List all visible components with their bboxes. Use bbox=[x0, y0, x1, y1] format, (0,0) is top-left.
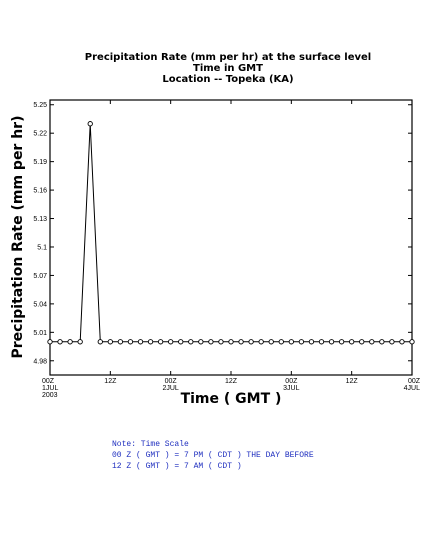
plot-frame bbox=[49, 99, 413, 376]
chart-title-line-2: Time in GMT bbox=[193, 63, 263, 74]
data-point bbox=[308, 339, 315, 345]
x-tick-label: 12Z bbox=[225, 378, 238, 385]
data-point bbox=[298, 339, 305, 345]
data-point bbox=[208, 339, 214, 345]
y-tick-label: 5.04 bbox=[33, 301, 47, 308]
x-tick-label: 4JUL bbox=[404, 385, 420, 392]
x-axis-label: Time ( GMT ) bbox=[181, 391, 282, 407]
y-tick-label: 5.25 bbox=[33, 102, 47, 109]
x-tick-label: 12Z bbox=[346, 378, 359, 385]
y-tick-label: 5.07 bbox=[33, 273, 47, 280]
data-point bbox=[248, 339, 254, 345]
data-point bbox=[409, 339, 415, 345]
y-tick-label: 5.22 bbox=[33, 131, 47, 138]
note-line-2: 00 Z ( GMT ) = 7 PM ( CDT ) THE DAY BEFO… bbox=[112, 451, 314, 460]
data-point bbox=[389, 339, 395, 345]
data-point bbox=[328, 339, 335, 345]
note-line-3: 12 Z ( GMT ) = 7 AM ( CDT ) bbox=[112, 462, 242, 471]
x-tick-label: 00Z bbox=[285, 378, 298, 385]
series-polyline bbox=[50, 123, 412, 343]
data-point bbox=[218, 339, 224, 345]
y-axis: 4.98 5.01 5.04 5.07 5.1 5.13 5.16 5.19 5.22 5.25 bbox=[33, 102, 412, 365]
x-tick-label: 00Z bbox=[42, 378, 55, 385]
data-point bbox=[87, 121, 93, 127]
data-point bbox=[399, 339, 405, 345]
data-point bbox=[188, 339, 194, 345]
chart-title-line-1: Precipitation Rate (mm per hr) at the su… bbox=[85, 52, 371, 63]
data-point bbox=[157, 339, 164, 345]
data-point bbox=[117, 339, 124, 345]
y-tick-label: 4.98 bbox=[33, 358, 47, 365]
data-point bbox=[258, 339, 264, 345]
data-point bbox=[349, 339, 355, 345]
data-point bbox=[228, 339, 234, 345]
data-point bbox=[318, 339, 325, 345]
y-tick-label: 5.19 bbox=[33, 159, 47, 166]
x-tick-label: 00Z bbox=[408, 378, 421, 385]
y-tick-label: 5.1 bbox=[37, 244, 47, 251]
data-point bbox=[359, 339, 365, 345]
data-point bbox=[47, 339, 53, 345]
x-tick-label: 12Z bbox=[104, 378, 117, 385]
x-tick-label: 2JUL bbox=[162, 385, 178, 392]
data-point bbox=[268, 339, 274, 345]
y-tick-label: 5.13 bbox=[33, 216, 47, 223]
data-point bbox=[168, 339, 174, 345]
note-line-1: Note: Time Scale bbox=[112, 440, 189, 449]
data-point bbox=[77, 339, 83, 345]
chart-title-line-3: Location -- Topeka (KA) bbox=[162, 74, 293, 85]
data-point bbox=[57, 339, 63, 345]
data-point bbox=[178, 339, 184, 345]
x-tick-label: 00Z bbox=[165, 378, 178, 385]
y-tick-label: 5.16 bbox=[33, 188, 47, 195]
y-tick-label: 5.01 bbox=[33, 330, 47, 337]
data-point bbox=[379, 339, 385, 345]
data-point bbox=[137, 339, 144, 345]
data-point bbox=[147, 339, 154, 345]
x-tick-label: 1JUL bbox=[42, 385, 58, 392]
data-point bbox=[288, 339, 294, 345]
data-point bbox=[369, 339, 375, 345]
data-point bbox=[198, 339, 204, 345]
data-point bbox=[338, 339, 345, 345]
x-tick-label: 2003 bbox=[42, 392, 58, 399]
x-tick-label: 3JUL bbox=[283, 385, 299, 392]
data-point bbox=[238, 339, 244, 345]
data-point bbox=[67, 339, 73, 345]
y-axis-label: Precipitation Rate (mm per hr) bbox=[10, 116, 26, 359]
data-point bbox=[97, 339, 103, 345]
data-point bbox=[278, 339, 284, 345]
data-point bbox=[107, 339, 113, 345]
series-line bbox=[47, 121, 415, 345]
data-point bbox=[127, 339, 134, 345]
